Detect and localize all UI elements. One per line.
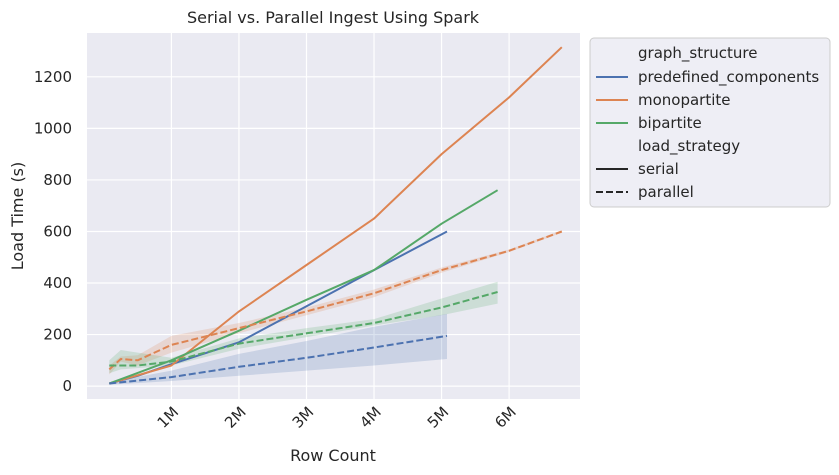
confidence-bands bbox=[109, 230, 562, 385]
ci-band-bipartite-parallel bbox=[109, 281, 498, 374]
chart-title: Serial vs. Parallel Ingest Using Spark bbox=[187, 8, 480, 27]
x-tick-label: 1M bbox=[154, 403, 183, 432]
series-line-bipartite-serial bbox=[108, 189, 499, 385]
legend-label-serial: serial bbox=[638, 160, 679, 178]
x-tick-label: 3M bbox=[289, 403, 318, 432]
series-lines bbox=[108, 46, 563, 385]
y-tick-label: 1000 bbox=[34, 119, 72, 137]
x-tick-label: 5M bbox=[424, 403, 453, 432]
y-tick-label: 1200 bbox=[34, 68, 72, 86]
ci-band-predefined-components-parallel bbox=[109, 313, 448, 385]
series-line-monopartite-serial bbox=[109, 46, 563, 385]
legend-frame bbox=[589, 37, 831, 208]
x-axis-label: Row Count bbox=[290, 446, 376, 465]
legend-label-parallel: parallel bbox=[638, 183, 694, 201]
y-tick-label: 600 bbox=[43, 222, 72, 240]
x-tick-label: 4M bbox=[356, 403, 385, 432]
y-tick-label: 400 bbox=[43, 274, 72, 292]
y-tick-label: 200 bbox=[43, 326, 72, 344]
x-tick-label: 2M bbox=[221, 403, 250, 432]
legend-label-predefined-components: predefined_components bbox=[638, 68, 819, 87]
series-line-bipartite-parallel bbox=[109, 291, 498, 367]
legend: graph_structure predefined_components mo… bbox=[589, 37, 831, 208]
x-tick-label: 6M bbox=[491, 403, 520, 432]
legend-hue-title: graph_structure bbox=[638, 44, 757, 63]
y-tick-label: 0 bbox=[62, 377, 72, 395]
legend-style-title: load_strategy bbox=[638, 137, 740, 156]
x-tick-labels: 1M 2M 3M 4M 5M 6M bbox=[154, 403, 520, 432]
grid bbox=[87, 33, 580, 399]
plot-area bbox=[87, 33, 580, 399]
legend-label-bipartite: bipartite bbox=[638, 114, 702, 132]
y-axis-label: Load Time (s) bbox=[8, 162, 27, 271]
series-line-monopartite-parallel bbox=[108, 230, 563, 371]
series-line-predefined-components-parallel bbox=[109, 334, 448, 385]
legend-label-monopartite: monopartite bbox=[638, 91, 731, 109]
ci-band-monopartite-parallel bbox=[109, 230, 562, 375]
y-tick-label: 800 bbox=[43, 171, 72, 189]
y-tick-labels: 0 200 400 600 800 1000 1200 bbox=[34, 68, 72, 395]
